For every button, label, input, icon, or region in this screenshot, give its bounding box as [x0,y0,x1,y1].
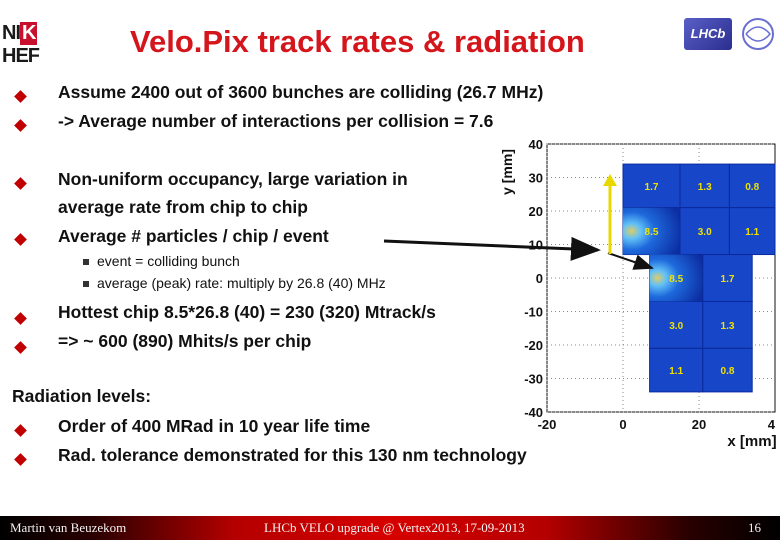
heatmap-cell [622,163,681,209]
x-axis-label: x [mm] [727,433,776,450]
bullet-icon [14,177,27,190]
heatmap-hotspot [649,254,703,302]
heatmap-cells [622,163,776,393]
bullet-icon [14,424,27,437]
pointer-arrow [603,174,617,186]
bullet-text: Average # particles / chip / event [58,226,329,246]
heatmap-cell [679,163,730,209]
bullet-icon [14,341,27,354]
y-tick-label: 10 [529,238,543,253]
bullet-text: Assume 2400 out of 3600 bunches are coll… [58,82,544,102]
heatmap-hotspot [623,207,680,255]
plot-frame [546,143,776,413]
heatmap-labels: 1.7 1.3 0.8 8.5 3.0 1.1 8.5 1.7 3.0 1.3 1.1 0.8 [645,182,760,377]
bullet-text: Non-uniform occupancy, large variation i… [58,169,408,189]
cell-value-label: 1.7 [721,274,735,285]
lhcb-logo: LHCb [684,18,732,50]
cell-value-label: 0.8 [745,182,759,193]
heatmap-cell [649,347,704,393]
cell-value-label: 1.1 [669,366,683,377]
heatmap-cell [649,300,704,349]
y-tick-label: -10 [524,305,543,320]
y-tick-label: -20 [524,338,543,353]
bullet-text: average rate from chip to chip [58,197,308,217]
bullet-text: => ~ 600 (890) Mhits/s per chip [58,331,312,351]
plot-grid [546,143,775,413]
bullet-text: Hottest chip 8.5*26.8 (40) = 230 (320) M… [58,302,436,322]
cell-value-label: 0.8 [721,366,735,377]
nikhef-logo-text: NI KHEF [2,22,40,67]
page-title: Velo.Pix track rates & radiation [130,24,585,59]
y-tick-label: 40 [529,137,543,152]
footer-page-number: 16 [748,520,761,535]
heatmap-cell [702,300,753,349]
pointer-arrow [607,252,654,270]
y-axis-label: y [mm] [499,149,515,195]
sub-bullet-icon [83,259,89,265]
radiation-item: Rad. tolerance demonstrated for this 130… [58,445,527,465]
pointer-arrow [383,236,601,261]
y-tick-label: 0 [536,271,543,286]
x-tick-label: 20 [692,417,706,432]
cell-value-label: 8.5 [669,274,683,285]
sub-bullet-text: average (peak) rate: multiply by 26.8 (4… [97,275,386,291]
heatmap-cell [622,207,681,256]
nikhef-logo: NI KHEF [0,18,62,67]
cell-value-label: 8.5 [645,227,659,238]
footer-author: Martin van Beuzekom [10,520,127,535]
heatmap-cell [679,207,730,256]
bullet-icon [14,453,27,466]
bullet-icon [14,119,27,132]
cell-value-label: 1.3 [698,182,712,193]
footer-bar: Martin van Beuzekom LHCb VELO upgrade @ … [0,516,780,540]
bullet-icon [14,233,27,246]
cell-value-label: 3.0 [698,227,712,238]
heatmap-cell [728,163,776,209]
sub-bullet-text: event = colliding bunch [97,253,240,269]
cell-value-label: 1.7 [645,182,659,193]
x-tick-label: -20 [538,417,557,432]
y-tick-label: -40 [524,405,543,420]
cell-value-label: 1.3 [721,321,735,332]
cell-value-label: 1.1 [745,227,759,238]
bullet-text: -> Average number of interactions per co… [58,111,494,131]
heatmap-cell [702,347,753,393]
y-tick-label: 20 [529,204,543,219]
cell-value-label: 3.0 [669,321,683,332]
y-tick-label: 30 [529,171,543,186]
bullet-icon [14,90,27,103]
sub-bullet-icon [83,281,89,287]
lhcb-emblem-icon [742,18,774,50]
radiation-heading: Radiation levels: [12,386,152,406]
x-tick-label: 0 [619,417,626,432]
bullet-icon [14,312,27,325]
x-tick-label: 4 [768,417,776,432]
y-tick-label: -30 [524,372,543,387]
heatmap-cell [649,254,704,302]
radiation-item: Order of 400 MRad in 10 year life time [58,416,371,436]
heatmap-cell [728,207,776,256]
footer-event: LHCb VELO upgrade @ Vertex2013, 17-09-20… [264,520,525,535]
heatmap-cell [702,254,753,302]
